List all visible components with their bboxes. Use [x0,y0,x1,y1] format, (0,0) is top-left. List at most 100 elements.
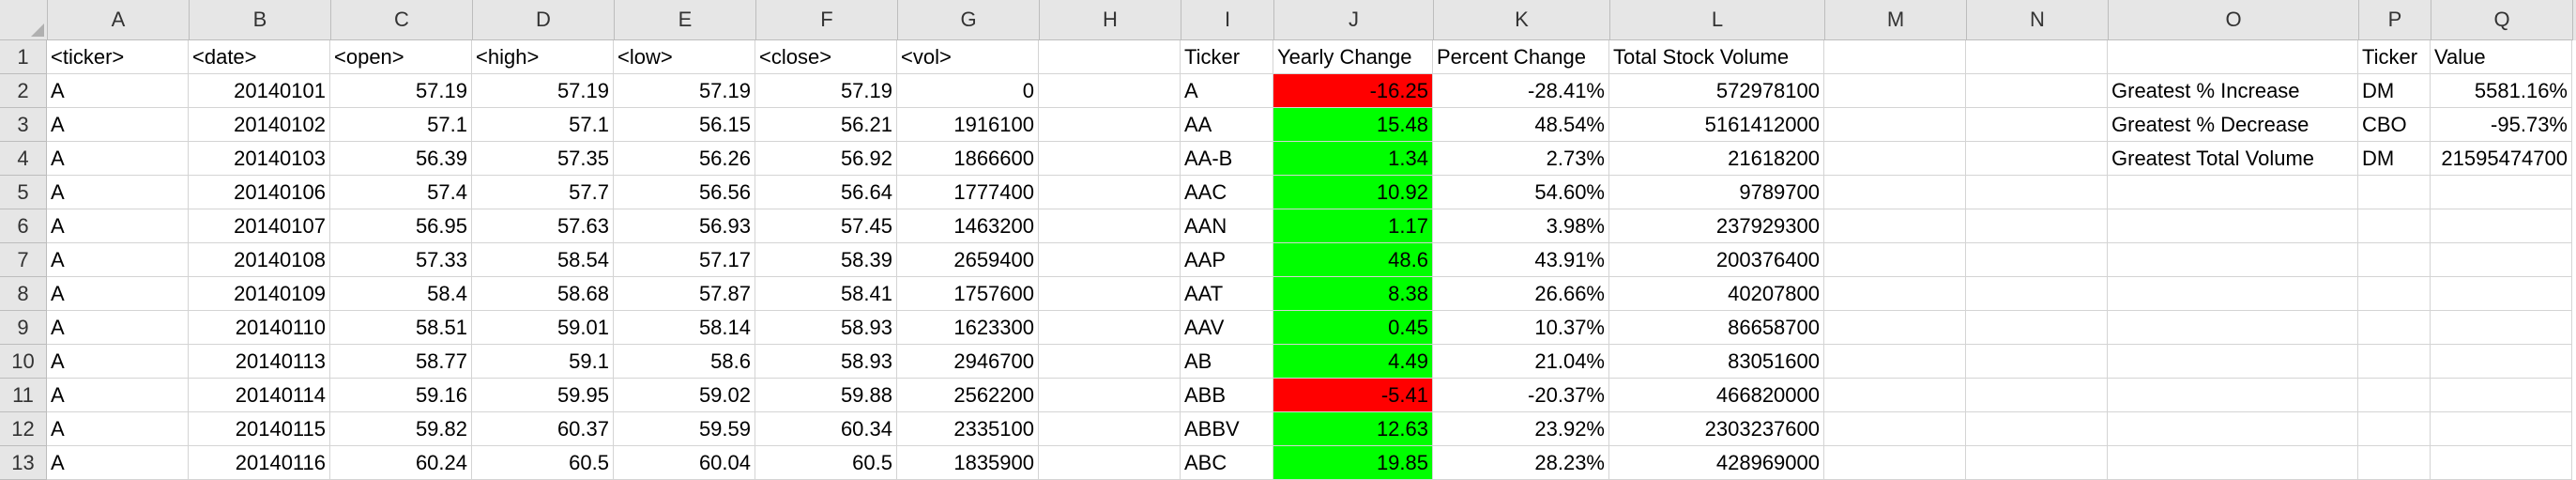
cell-o3[interactable]: Greatest % Decrease [2108,108,2358,142]
cell-c11[interactable]: 59.16 [330,379,472,412]
cell-b8[interactable]: 20140109 [189,277,330,311]
cell-d1[interactable]: <high> [472,40,614,74]
cell-a2[interactable]: A [47,74,189,108]
cell-n11[interactable] [1966,379,2108,412]
row-header[interactable]: 8 [0,277,47,311]
column-header-i[interactable]: I [1181,0,1274,40]
cell-j1[interactable]: Yearly Change [1273,40,1433,74]
cell-c13[interactable]: 60.24 [330,446,472,480]
cell-p13[interactable] [2358,446,2431,480]
cell-f1[interactable]: <close> [755,40,897,74]
cell-c6[interactable]: 56.95 [330,209,472,243]
cell-h4[interactable] [1039,142,1181,176]
cell-l8[interactable]: 40207800 [1609,277,1824,311]
cell-j11[interactable]: -5.41 [1273,379,1433,412]
cell-h13[interactable] [1039,446,1181,480]
cell-d9[interactable]: 59.01 [472,311,614,345]
cell-p3[interactable]: CBO [2358,108,2431,142]
cell-q9[interactable] [2431,311,2572,345]
cell-g13[interactable]: 1835900 [897,446,1039,480]
column-header-o[interactable]: O [2109,0,2359,40]
cell-l12[interactable]: 2303237600 [1609,412,1824,446]
cell-a13[interactable]: A [47,446,189,480]
cell-p7[interactable] [2358,243,2431,277]
cell-l3[interactable]: 5161412000 [1609,108,1824,142]
cell-h7[interactable] [1039,243,1181,277]
cell-h11[interactable] [1039,379,1181,412]
cell-i6[interactable]: AAN [1181,209,1273,243]
cell-e2[interactable]: 57.19 [614,74,755,108]
cell-j12[interactable]: 12.63 [1273,412,1433,446]
cell-k6[interactable]: 3.98% [1433,209,1609,243]
cell-o11[interactable] [2108,379,2358,412]
cell-e13[interactable]: 60.04 [614,446,755,480]
row-header[interactable]: 9 [0,311,47,345]
cell-k9[interactable]: 10.37% [1433,311,1609,345]
cell-l1[interactable]: Total Stock Volume [1609,40,1824,74]
row-header[interactable]: 7 [0,243,47,277]
cell-p8[interactable] [2358,277,2431,311]
cell-f2[interactable]: 57.19 [755,74,897,108]
cell-i3[interactable]: AA [1181,108,1273,142]
cell-f4[interactable]: 56.92 [755,142,897,176]
row-header[interactable]: 11 [0,379,47,412]
cell-m12[interactable] [1824,412,1966,446]
cell-i4[interactable]: AA-B [1181,142,1273,176]
cell-j13[interactable]: 19.85 [1273,446,1433,480]
cell-b12[interactable]: 20140115 [189,412,330,446]
column-header-n[interactable]: N [1967,0,2109,40]
cell-b10[interactable]: 20140113 [189,345,330,379]
cell-a12[interactable]: A [47,412,189,446]
cell-j8[interactable]: 8.38 [1273,277,1433,311]
row-header[interactable]: 10 [0,345,47,379]
cell-b4[interactable]: 20140103 [189,142,330,176]
cell-o12[interactable] [2108,412,2358,446]
cell-d10[interactable]: 59.1 [472,345,614,379]
cell-a8[interactable]: A [47,277,189,311]
cell-j10[interactable]: 4.49 [1273,345,1433,379]
cell-g7[interactable]: 2659400 [897,243,1039,277]
cell-a9[interactable]: A [47,311,189,345]
cell-a6[interactable]: A [47,209,189,243]
cell-m1[interactable] [1824,40,1966,74]
cell-a3[interactable]: A [47,108,189,142]
cell-h9[interactable] [1039,311,1181,345]
cell-c3[interactable]: 57.1 [330,108,472,142]
column-header-h[interactable]: H [1040,0,1181,40]
cell-o9[interactable] [2108,311,2358,345]
cell-k1[interactable]: Percent Change [1433,40,1609,74]
cell-j3[interactable]: 15.48 [1273,108,1433,142]
row-header[interactable]: 4 [0,142,47,176]
cell-l5[interactable]: 9789700 [1609,176,1824,209]
cell-f6[interactable]: 57.45 [755,209,897,243]
cell-l11[interactable]: 466820000 [1609,379,1824,412]
row-header[interactable]: 13 [0,446,47,480]
cell-n7[interactable] [1966,243,2108,277]
cell-g12[interactable]: 2335100 [897,412,1039,446]
cell-f12[interactable]: 60.34 [755,412,897,446]
cell-h2[interactable] [1039,74,1181,108]
cell-h3[interactable] [1039,108,1181,142]
cell-f11[interactable]: 59.88 [755,379,897,412]
cell-k2[interactable]: -28.41% [1433,74,1609,108]
cell-k13[interactable]: 28.23% [1433,446,1609,480]
cell-e9[interactable]: 58.14 [614,311,755,345]
cell-c5[interactable]: 57.4 [330,176,472,209]
cell-m5[interactable] [1824,176,1966,209]
cell-q2[interactable]: 5581.16% [2431,74,2572,108]
cell-a11[interactable]: A [47,379,189,412]
cell-l10[interactable]: 83051600 [1609,345,1824,379]
cell-n5[interactable] [1966,176,2108,209]
column-header-b[interactable]: B [190,0,331,40]
cell-f8[interactable]: 58.41 [755,277,897,311]
cell-o4[interactable]: Greatest Total Volume [2108,142,2358,176]
cell-m11[interactable] [1824,379,1966,412]
cell-a5[interactable]: A [47,176,189,209]
cell-b6[interactable]: 20140107 [189,209,330,243]
cell-j6[interactable]: 1.17 [1273,209,1433,243]
cell-m8[interactable] [1824,277,1966,311]
cell-f7[interactable]: 58.39 [755,243,897,277]
cell-k5[interactable]: 54.60% [1433,176,1609,209]
cell-g5[interactable]: 1777400 [897,176,1039,209]
cell-g9[interactable]: 1623300 [897,311,1039,345]
